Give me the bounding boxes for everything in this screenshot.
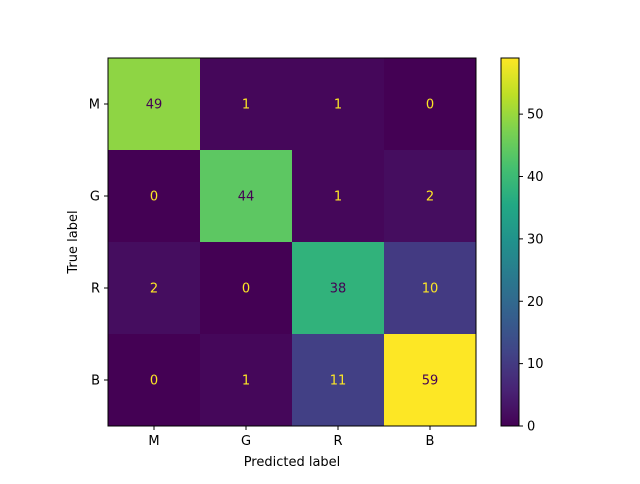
x-tick-label: G bbox=[241, 434, 251, 449]
heatmap-cell bbox=[108, 334, 200, 426]
y-tick-label: R bbox=[91, 282, 100, 297]
heatmap-cell bbox=[292, 242, 384, 334]
x-tick-label: M bbox=[148, 434, 159, 449]
y-tick-label: B bbox=[91, 374, 100, 389]
cell-value-label: 1 bbox=[334, 98, 342, 113]
heatmap-cell bbox=[108, 242, 200, 334]
colorbar-tick-label: 50 bbox=[527, 108, 544, 123]
y-axis-ticks: M G R B bbox=[89, 98, 108, 389]
cell-value-label: 2 bbox=[150, 282, 158, 297]
heatmap-cell bbox=[292, 150, 384, 242]
colorbar-tick-label: 30 bbox=[527, 232, 544, 247]
cell-value-label: 44 bbox=[238, 190, 255, 205]
cell-value-label: 1 bbox=[334, 190, 342, 205]
heatmap-cell bbox=[200, 58, 292, 150]
y-tick-label: M bbox=[89, 98, 100, 113]
cell-value-label: 49 bbox=[146, 98, 163, 113]
colorbar bbox=[500, 57, 520, 427]
heatmap-cell bbox=[384, 242, 476, 334]
colorbar-tick-label: 20 bbox=[527, 295, 544, 310]
cell-value-labels: 49 1 1 00 44 1 22 0 38 100 1 11 59 bbox=[146, 98, 439, 389]
x-tick-label: B bbox=[426, 434, 435, 449]
heatmap-cell bbox=[108, 150, 200, 242]
colorbar-tick-label: 10 bbox=[527, 357, 544, 372]
y-tick-label: G bbox=[90, 190, 100, 205]
cell-value-label: 1 bbox=[242, 98, 250, 113]
heatmap-cell bbox=[200, 334, 292, 426]
cell-value-label: 11 bbox=[330, 374, 347, 389]
heatmap-cell bbox=[200, 150, 292, 242]
cell-value-label: 10 bbox=[422, 282, 439, 297]
cell-value-label: 0 bbox=[150, 190, 158, 205]
y-axis-label: True label bbox=[66, 210, 81, 274]
cell-value-label: 59 bbox=[422, 374, 439, 389]
cell-value-label: 0 bbox=[150, 374, 158, 389]
cell-value-label: 2 bbox=[426, 190, 434, 205]
heatmap-cell bbox=[384, 334, 476, 426]
colorbar-tick-label: 40 bbox=[527, 170, 544, 185]
heatmap-cell bbox=[292, 334, 384, 426]
heatmap-cell bbox=[200, 242, 292, 334]
colorbar-ticks: 0 10 20 30 40 50 bbox=[519, 108, 544, 435]
cell-value-label: 38 bbox=[330, 282, 347, 297]
cell-value-label: 0 bbox=[242, 282, 250, 297]
heatmap-cell bbox=[108, 58, 200, 150]
cell-value-label: 0 bbox=[426, 98, 434, 113]
x-axis-label: Predicted label bbox=[244, 455, 341, 470]
plot-frame bbox=[107, 57, 477, 427]
x-tick-label: R bbox=[333, 434, 342, 449]
cell-value-label: 1 bbox=[242, 374, 250, 389]
heatmap-cell bbox=[384, 58, 476, 150]
heatmap-cell bbox=[292, 58, 384, 150]
colorbar-tick-label: 0 bbox=[527, 420, 535, 435]
heatmap-cells bbox=[108, 58, 476, 426]
heatmap-cell bbox=[384, 150, 476, 242]
